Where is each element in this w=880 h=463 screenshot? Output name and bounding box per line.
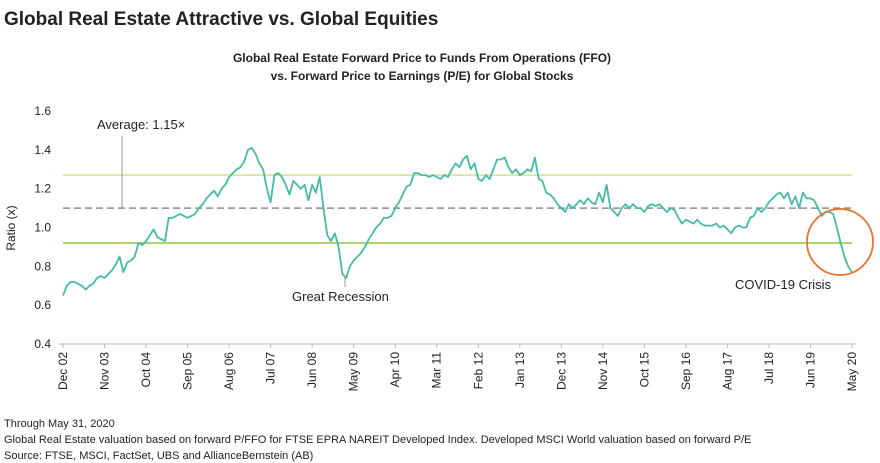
annotation: COVID-19 Crisis <box>735 277 832 292</box>
x-tick-label: Jul 18 <box>762 352 776 384</box>
highlight-circle <box>806 208 874 276</box>
x-tick-label: Jul 07 <box>264 352 278 384</box>
footnote: Source: FTSE, MSCI, FactSet, UBS and All… <box>4 450 313 462</box>
x-tick-label: May 09 <box>347 352 361 392</box>
y-tick-label: 1.4 <box>34 143 51 157</box>
x-tick-label: Sep 16 <box>679 352 693 390</box>
annotation: Great Recession <box>292 289 389 304</box>
x-tick-label: Dec 02 <box>56 352 70 390</box>
x-tick-label: May 20 <box>845 352 859 392</box>
annotation: Average: 1.15× <box>97 117 185 132</box>
x-tick-label: Sep 05 <box>181 352 195 390</box>
chart-title: Global Real Estate Forward Price to Fund… <box>233 51 611 65</box>
x-tick-label: Dec 13 <box>554 352 568 390</box>
x-tick-label: Oct 04 <box>139 352 153 388</box>
y-tick-label: 1.6 <box>34 104 51 118</box>
y-axis-label: Ratio (x) <box>4 205 18 250</box>
x-tick-label: Jun 08 <box>305 352 319 388</box>
chart-title: vs. Forward Price to Earnings (P/E) for … <box>271 69 574 83</box>
y-tick-label: 0.6 <box>34 298 51 312</box>
x-tick-label: Jan 13 <box>513 352 527 388</box>
y-tick-label: 1.0 <box>34 221 51 235</box>
page-title: Global Real Estate Attractive vs. Global… <box>4 9 438 30</box>
x-tick-label: Feb 12 <box>471 352 485 390</box>
x-tick-label: Apr 10 <box>388 352 402 388</box>
y-tick-label: 0.8 <box>34 259 51 273</box>
footnote: Global Real Estate valuation based on fo… <box>4 434 751 446</box>
x-tick-label: Nov 14 <box>596 352 610 390</box>
x-tick-label: Aug 06 <box>222 352 236 390</box>
x-tick-label: Mar 11 <box>430 352 444 389</box>
x-tick-label: Oct 15 <box>637 352 651 388</box>
y-tick-label: 0.4 <box>34 337 51 351</box>
x-tick-label: Jun 19 <box>803 352 817 388</box>
data-line <box>62 147 853 296</box>
x-tick-label: Nov 03 <box>98 352 112 390</box>
y-tick-label: 1.2 <box>34 182 51 196</box>
x-tick-label: Aug 17 <box>720 352 734 390</box>
footnote: Through May 31, 2020 <box>4 418 115 430</box>
